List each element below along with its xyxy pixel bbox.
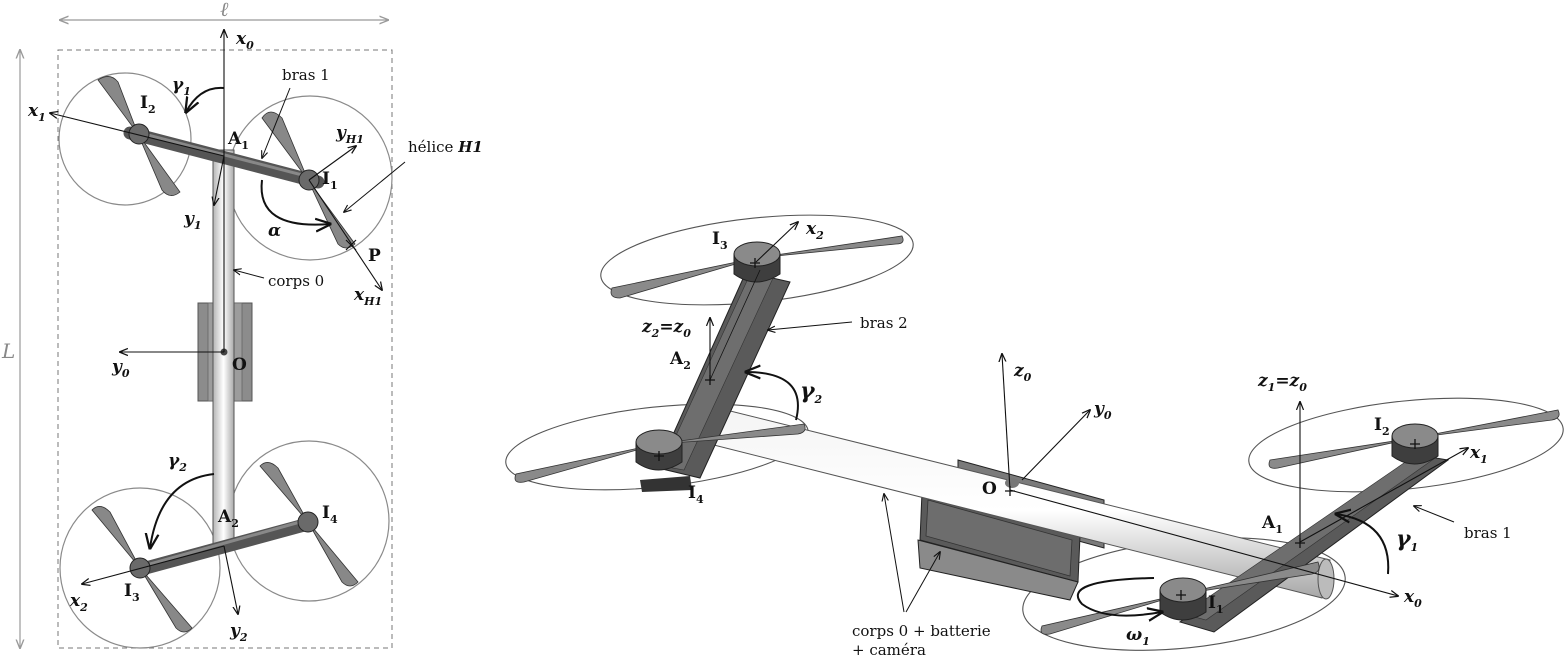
label-x2-left: x2: [69, 591, 88, 614]
axis-x1-left: [50, 113, 225, 157]
label-x1-left: x1: [27, 101, 46, 124]
propeller-i2-3d-blades: [1268, 409, 1560, 469]
label-a2-right: A2: [669, 349, 691, 372]
label-x2-right: x2: [805, 219, 824, 242]
label-z2z0-right: z2=z0: [641, 317, 691, 340]
annotation-helice-left: hélice H1: [408, 138, 483, 156]
label-p-left: P: [368, 246, 381, 266]
leader-bras2-right: [768, 321, 853, 330]
label-i1-right: I1: [1208, 593, 1224, 616]
bounding-box: [57, 49, 393, 649]
leader-bras1-left: [262, 87, 291, 158]
top-view: ℓ L: [1, 0, 483, 648]
motor-i2-3d: [1391, 423, 1439, 465]
angle-gamma2-arc-right: [746, 372, 799, 421]
label-y0-left: y0: [111, 357, 130, 380]
center-o-dot-right: [1005, 478, 1019, 488]
label-i3-left: I3: [124, 581, 140, 604]
propeller-i3-blades: [91, 506, 193, 633]
angle-alpha-arc-left: [260, 179, 330, 225]
label-a1-left: A1: [227, 129, 249, 152]
axis-y0-right: [1021, 410, 1090, 481]
leader-helice-left: [344, 161, 406, 212]
label-x0-left: x0: [235, 29, 254, 52]
propeller-i3-3d-blades: [610, 235, 904, 299]
plus-marks: [654, 258, 1420, 600]
leader-corps-b: [905, 552, 940, 613]
arm-1-highlight: [139, 131, 311, 179]
label-gamma2-right: γ2: [800, 378, 823, 406]
label-x0-right: x0: [1403, 587, 1422, 610]
length-dimension-label: L: [1, 339, 15, 363]
label-i2-right: I2: [1374, 415, 1390, 438]
annotation-corps-line1: corps 0 + batterie: [852, 622, 991, 640]
label-gamma1-right: γ1: [1396, 526, 1418, 554]
hub-i2: [128, 123, 150, 145]
arm-2-3d-foot: [640, 476, 692, 492]
axis-z0-right: [1002, 354, 1011, 491]
angle-gamma1-arc-left: [186, 86, 225, 112]
axis-x2-right: [755, 222, 798, 263]
axis-xh1-left: [308, 179, 382, 290]
motor-i4-3d: [635, 429, 683, 471]
label-o-right: O: [982, 479, 997, 499]
point-p-mark: [345, 239, 357, 251]
annotation-bras1-left: bras 1: [282, 66, 330, 84]
label-i4-left: I4: [322, 503, 338, 526]
motor-i1-3d: [1159, 577, 1207, 621]
label-i1-left: I1: [322, 169, 338, 192]
label-alpha-left: α: [268, 221, 281, 241]
hub-i4: [297, 511, 319, 533]
arm-2-axis-line: [709, 269, 761, 381]
label-omega1-right: ω1: [1126, 625, 1150, 648]
propeller-i2-blades: [97, 76, 181, 196]
rotor-ellipse-i2: [1248, 397, 1564, 493]
width-dimension-label: ℓ: [220, 0, 229, 21]
leader-bras1-right: [1414, 506, 1455, 523]
angle-gamma1-arc-right: [1336, 514, 1390, 575]
motor-i3-3d: [733, 241, 781, 283]
annotation-bras2-right: bras 2: [860, 314, 908, 332]
axis-yh1-left: [308, 146, 356, 181]
propeller-i4-3d-blades: [514, 423, 806, 483]
arm-2-highlight: [149, 520, 301, 566]
label-gamma1-left: γ1: [172, 75, 191, 98]
label-xh1-left: xH1: [353, 285, 382, 308]
label-y0-right: y0: [1093, 399, 1112, 422]
propeller-i4-blades: [259, 462, 359, 587]
label-y1-left: y1: [183, 209, 202, 232]
label-y2-left: y2: [229, 621, 248, 644]
label-x1-right: x1: [1469, 443, 1488, 466]
label-yh1-left: yH1: [335, 123, 364, 146]
label-o-left: O: [232, 355, 247, 375]
axis-y2-left: [223, 545, 238, 614]
propeller-disc-i3: [59, 487, 221, 649]
label-z1z0-right: z1=z0: [1257, 371, 1307, 394]
label-a2-left: A2: [217, 507, 239, 530]
axis-x0-right: [1009, 489, 1398, 596]
label-i4-right: I4: [688, 483, 704, 506]
main-tube-end: [1317, 558, 1335, 600]
label-i3-right: I3: [712, 229, 728, 252]
propeller-disc-i2: [58, 72, 192, 206]
label-i2-left: I2: [140, 93, 156, 116]
angle-omega1-arc-right: [1076, 577, 1162, 616]
arm-2: [135, 517, 315, 576]
label-gamma2-left: γ2: [168, 451, 187, 474]
isometric-view: x2 z2=z0 z0 y0 z1=z0 x1 x0 γ2 γ1 ω1 I3 A…: [505, 214, 1564, 658]
label-a1-right: A1: [1261, 513, 1283, 536]
axis-x2-left: [82, 545, 225, 584]
axis-x1-right: [1299, 448, 1468, 543]
annotation-bras1-right: bras 1: [1464, 524, 1512, 542]
angle-gamma2-arc-left: [150, 473, 215, 548]
label-z0-right: z0: [1013, 361, 1032, 384]
axis-y1-left: [214, 155, 225, 205]
leader-corps0-left: [234, 270, 265, 279]
leader-corps-a: [884, 494, 905, 613]
annotation-corps-line2: + caméra: [852, 641, 926, 658]
annotation-corps0-left: corps 0: [268, 272, 324, 290]
